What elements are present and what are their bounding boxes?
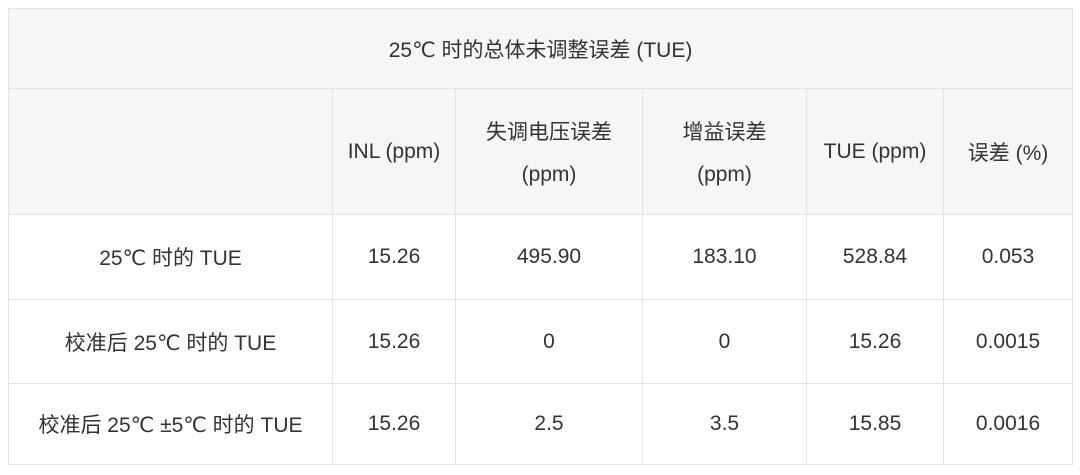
row-label: 25℃ 时的 TUE (8, 214, 333, 300)
table-cell-inl: 15.26 (332, 299, 456, 384)
table-cell-offset-voltage-error: 495.90 (455, 214, 643, 300)
table-row: 25℃ 时的 TUE 15.26 495.90 183.10 528.84 0.… (8, 214, 1074, 300)
table-cell-tue: 15.85 (806, 383, 944, 465)
table-cell-error-percent: 0.053 (942, 214, 1074, 300)
column-header-inl: INL (ppm) (332, 88, 456, 215)
column-header-empty (8, 88, 333, 215)
table-cell-inl: 15.26 (332, 383, 456, 465)
column-header-error-percent: 误差 (%) (942, 88, 1074, 215)
column-header-tue: TUE (ppm) (806, 88, 944, 215)
table-cell-gain-error: 183.10 (642, 214, 807, 300)
column-header-label: 失调电压误差 (486, 121, 612, 144)
table-row: 校准后 25℃ ±5℃ 时的 TUE 15.26 2.5 3.5 15.85 0… (8, 383, 1074, 465)
table-cell-tue: 15.26 (806, 299, 944, 384)
column-header-label: 误差 (%) (967, 141, 1049, 165)
table-cell-error-percent: 0.0015 (942, 299, 1074, 384)
row-label: 校准后 25℃ ±5℃ 时的 TUE (8, 383, 333, 465)
table-cell-error-percent: 0.0016 (942, 383, 1074, 465)
column-header-offset-voltage-error: 失调电压误差 (ppm) (455, 88, 643, 215)
tue-table: 25℃ 时的总体未调整误差 (TUE) INL (ppm) (7, 8, 1074, 465)
table-cell-inl: 15.26 (332, 214, 456, 300)
column-header-label-line2: (ppm) (697, 163, 752, 186)
table-cell-offset-voltage-error: 2.5 (455, 383, 643, 465)
table-cell-tue: 528.84 (806, 214, 944, 300)
table-header-row: INL (ppm) 失调电压误差 (ppm) 增益误差 (ppm) (8, 88, 1074, 215)
column-header-label: TUE (ppm) (823, 139, 927, 163)
column-header-label-line2: (ppm) (521, 163, 577, 186)
row-label: 校准后 25℃ 时的 TUE (8, 299, 333, 384)
column-header-label: 增益误差 (682, 121, 767, 144)
column-header-label: INL (ppm) (347, 139, 441, 163)
column-header-gain-error: 增益误差 (ppm) (642, 88, 807, 215)
table-title-row: 25℃ 时的总体未调整误差 (TUE) (7, 8, 1074, 89)
table-cell-gain-error: 0 (642, 299, 807, 384)
table-cell-offset-voltage-error: 0 (455, 299, 643, 384)
table-cell-gain-error: 3.5 (642, 383, 807, 465)
table-title: 25℃ 时的总体未调整误差 (TUE) (7, 8, 1074, 89)
table-row: 校准后 25℃ 时的 TUE 15.26 0 0 15.26 0.0015 (8, 299, 1074, 384)
